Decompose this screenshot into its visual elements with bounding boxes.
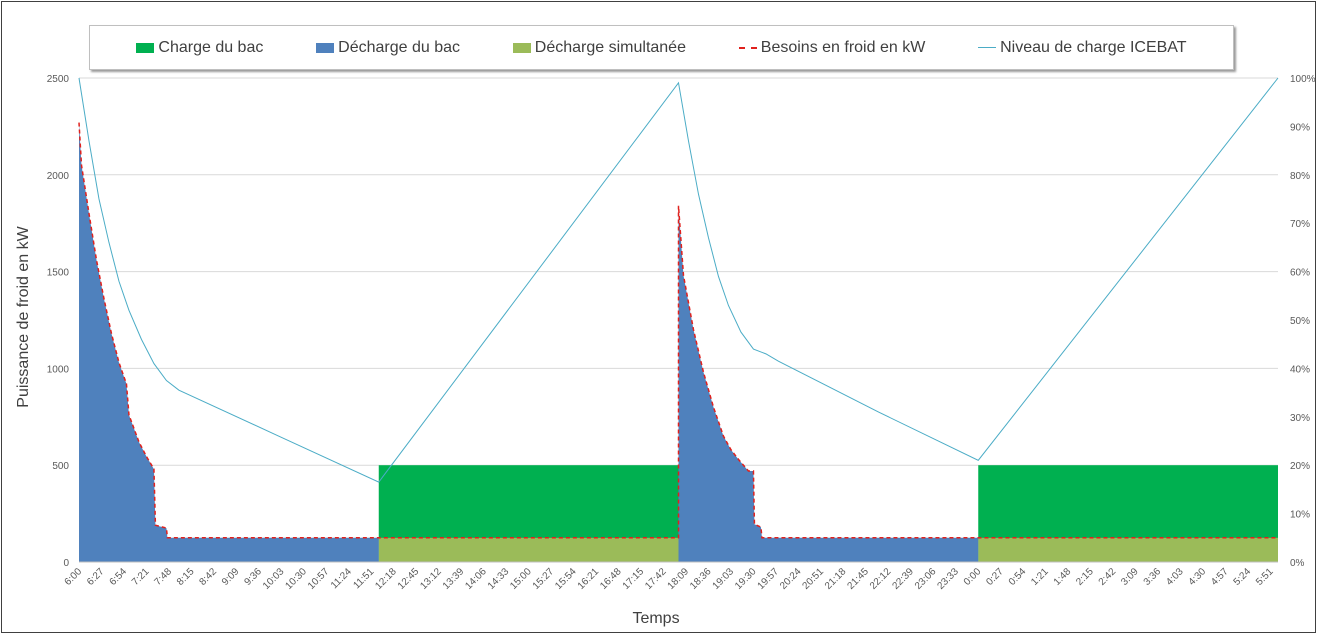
legend-item-niveau: Niveau de charge ICEBAT xyxy=(978,38,1187,57)
x-tick-label: 23:06 xyxy=(913,566,939,592)
x-tick-label: 16:21 xyxy=(576,566,602,592)
x-tick-label: 19:57 xyxy=(756,566,782,592)
x-tick-label: 10:03 xyxy=(261,566,287,592)
y2-tick-label: 40% xyxy=(1290,364,1310,375)
y2-tick-label: 10% xyxy=(1290,510,1310,521)
x-tick-label: 15:54 xyxy=(553,566,579,592)
x-tick-label: 18:36 xyxy=(688,566,714,592)
x-tick-label: 11:24 xyxy=(329,566,354,591)
legend-swatch-besoins xyxy=(738,46,757,49)
x-tick-label: 12:18 xyxy=(373,566,399,592)
x-tick-label: 16:48 xyxy=(598,566,624,592)
y-tick-label: 0 xyxy=(63,558,69,569)
y-axis-title: Puissance de froid en kW xyxy=(15,225,32,407)
y-tick-label: 1500 xyxy=(47,268,70,279)
x-tick-label: 17:15 xyxy=(621,566,647,592)
y2-tick-label: 60% xyxy=(1290,268,1310,279)
discharge-area xyxy=(678,205,979,562)
line-series xyxy=(78,77,1279,539)
x-tick-label: 10:57 xyxy=(306,566,332,592)
legend-swatch-niveau xyxy=(978,47,997,48)
x-tick-label: 5:24 xyxy=(1232,566,1254,588)
x-tick-label: 22:12 xyxy=(868,566,894,592)
y2-tick-label: 20% xyxy=(1290,461,1310,472)
legend-swatch-simultanee xyxy=(512,42,531,53)
x-tick-label: 23:33 xyxy=(935,566,961,592)
x-tick-label: 4:57 xyxy=(1209,566,1231,588)
x-tick-label: 7:48 xyxy=(153,566,175,588)
legend-label-charge: Charge du bac xyxy=(158,38,264,56)
legend-item-besoins: Besoins en froid en kW xyxy=(738,38,926,57)
legend-label-simultanee: Décharge simultanée xyxy=(534,38,686,56)
x-tick-label: 14:33 xyxy=(486,566,512,592)
y2-tick-label: 0% xyxy=(1290,558,1305,569)
discharge-area xyxy=(79,122,379,562)
y2-tick-label: 100% xyxy=(1290,74,1316,85)
x-tick-label: 17:42 xyxy=(643,566,669,592)
x-tick-label: 20:51 xyxy=(801,566,827,592)
x-tick-label: 2:15 xyxy=(1074,566,1096,588)
x-tick-label: 19:03 xyxy=(711,566,737,592)
simultaneous-discharge-area xyxy=(978,537,1278,562)
x-tick-label: 0:00 xyxy=(962,566,984,588)
y2-tick-label: 50% xyxy=(1290,316,1310,327)
x-tick-label: 1:48 xyxy=(1052,566,1074,588)
x-tick-label: 6:27 xyxy=(85,566,107,588)
x-tick-label: 7:21 xyxy=(130,566,152,588)
legend-label-decharge: Décharge du bac xyxy=(338,38,460,56)
legend-item-charge: Charge du bac xyxy=(136,39,263,57)
legend-item-decharge: Décharge du bac xyxy=(316,39,460,57)
legend-label-besoins: Besoins en froid en kW xyxy=(760,38,926,56)
y-tick-label: 2500 xyxy=(47,74,70,85)
charge-level-line xyxy=(78,77,1279,483)
x-tick-label: 5:51 xyxy=(1254,566,1276,588)
x-tick-label: 4:03 xyxy=(1164,566,1186,588)
x-tick-label: 10:30 xyxy=(283,566,309,592)
x-tick-label: 2:42 xyxy=(1097,566,1119,588)
x-tick-label: 0:54 xyxy=(1007,566,1029,588)
x-tick-label: 19:30 xyxy=(733,566,759,592)
cooling-demand-line xyxy=(78,122,1278,539)
x-tick-label: 21:45 xyxy=(845,566,871,592)
y2-tick-label: 80% xyxy=(1290,171,1310,182)
chart-legend: Charge du bac Décharge du bac Décharge s… xyxy=(89,25,1234,70)
x-tick-label: 21:18 xyxy=(823,566,849,592)
legend-swatch-decharge xyxy=(316,42,335,53)
x-tick-label: 12:45 xyxy=(396,566,422,592)
y-tick-label: 2000 xyxy=(47,171,70,182)
x-axis-title: Temps xyxy=(632,610,679,627)
simultaneous-discharge-area xyxy=(378,537,679,562)
x-tick-label: 9:09 xyxy=(220,566,242,588)
x-tick-label: 13:39 xyxy=(441,566,467,592)
x-tick-label: 4:30 xyxy=(1187,566,1209,588)
x-tick-label: 8:42 xyxy=(197,566,219,588)
x-tick-label: 15:00 xyxy=(508,566,534,592)
legend-label-niveau: Niveau de charge ICEBAT xyxy=(1000,38,1187,56)
x-tick-label: 11:51 xyxy=(351,566,376,591)
x-tick-label: 6:00 xyxy=(63,566,85,588)
x-tick-label: 14:06 xyxy=(463,566,489,592)
y2-tick-label: 90% xyxy=(1290,122,1310,133)
x-tick-label: 6:54 xyxy=(108,566,130,588)
y-tick-label: 1000 xyxy=(47,364,70,375)
x-tick-label: 13:12 xyxy=(418,566,444,592)
x-tick-label: 20:24 xyxy=(778,566,804,592)
legend-swatch-charge xyxy=(136,42,155,53)
y2-tick-label: 70% xyxy=(1290,219,1310,230)
legend-item-simultanee: Décharge simultanée xyxy=(512,38,686,57)
x-tick-label: 3:36 xyxy=(1142,566,1164,588)
x-tick-label: 0:27 xyxy=(984,566,1006,588)
x-tick-label: 3:09 xyxy=(1119,566,1141,588)
y-tick-label: 500 xyxy=(52,461,69,472)
y2-tick-label: 30% xyxy=(1290,413,1310,424)
x-tick-label: 22:39 xyxy=(890,566,916,592)
x-tick-label: 15:27 xyxy=(531,566,557,592)
x-tick-label: 1:21 xyxy=(1029,566,1051,588)
x-tick-label: 8:15 xyxy=(175,566,197,588)
x-tick-label: 18:09 xyxy=(666,566,692,592)
